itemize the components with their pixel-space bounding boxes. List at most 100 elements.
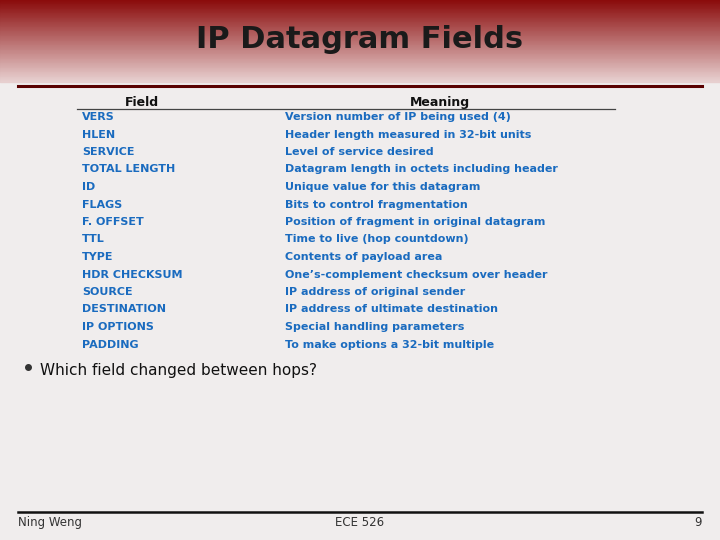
Bar [0, 46, 720, 48]
Bar [0, 19, 720, 21]
Bar [0, 31, 720, 32]
Bar [0, 50, 720, 52]
Text: Header length measured in 32-bit units: Header length measured in 32-bit units [285, 130, 531, 139]
Bar [0, 67, 720, 68]
Bar [0, 39, 720, 41]
Bar [0, 26, 720, 27]
Bar [0, 32, 720, 33]
Bar [0, 42, 720, 43]
Text: HDR CHECKSUM: HDR CHECKSUM [82, 269, 182, 280]
Text: IP OPTIONS: IP OPTIONS [82, 322, 154, 332]
Bar [0, 2, 720, 3]
Bar [0, 80, 720, 82]
Bar [0, 47, 720, 49]
Bar [0, 36, 720, 38]
Text: Version number of IP being used (4): Version number of IP being used (4) [285, 112, 511, 122]
Text: ID: ID [82, 182, 95, 192]
Bar [0, 9, 720, 10]
Text: Which field changed between hops?: Which field changed between hops? [40, 363, 317, 378]
Text: Unique value for this datagram: Unique value for this datagram [285, 182, 480, 192]
Bar [0, 80, 720, 81]
Text: TYPE: TYPE [82, 252, 114, 262]
Bar [0, 30, 720, 31]
Bar [0, 11, 720, 12]
Bar [0, 33, 720, 35]
Text: VERS: VERS [82, 112, 114, 122]
Bar [0, 14, 720, 16]
Bar [0, 78, 720, 79]
Bar [0, 34, 720, 35]
Bar [0, 62, 720, 63]
Text: Ning Weng: Ning Weng [18, 516, 82, 529]
Text: IP Datagram Fields: IP Datagram Fields [197, 25, 523, 55]
Bar [0, 24, 720, 25]
Text: IP address of ultimate destination: IP address of ultimate destination [285, 305, 498, 314]
Bar [0, 64, 720, 65]
Bar [0, 48, 720, 49]
Bar [0, 39, 720, 40]
Bar [0, 68, 720, 69]
Bar [0, 35, 720, 36]
Bar [0, 9, 720, 11]
Bar [0, 69, 720, 70]
Bar [0, 45, 720, 46]
Text: 9: 9 [695, 516, 702, 529]
Bar [0, 23, 720, 24]
Bar [0, 63, 720, 64]
Text: PADDING: PADDING [82, 340, 139, 349]
Bar [0, 72, 720, 73]
Bar [0, 51, 720, 52]
Bar [0, 12, 720, 14]
Bar [0, 76, 720, 77]
Bar [0, 31, 720, 33]
Bar [0, 37, 720, 38]
Bar [0, 16, 720, 17]
Bar [0, 28, 720, 29]
Text: F. OFFSET: F. OFFSET [82, 217, 144, 227]
Bar [0, 79, 720, 80]
Text: TOTAL LENGTH: TOTAL LENGTH [82, 165, 175, 174]
Bar [0, 26, 720, 28]
Bar [0, 1, 720, 2]
Bar [0, 17, 720, 18]
Bar [0, 55, 720, 56]
Bar [0, 59, 720, 60]
Text: FLAGS: FLAGS [82, 199, 122, 210]
Text: SOURCE: SOURCE [82, 287, 132, 297]
Text: IP address of original sender: IP address of original sender [285, 287, 465, 297]
Bar [0, 6, 720, 8]
Bar [0, 52, 720, 53]
Text: Time to live (hop countdown): Time to live (hop countdown) [285, 234, 469, 245]
Bar [0, 74, 720, 76]
Text: Meaning: Meaning [410, 96, 470, 109]
Bar [0, 56, 720, 57]
Bar [0, 64, 720, 65]
Text: Contents of payload area: Contents of payload area [285, 252, 442, 262]
Bar [0, 75, 720, 76]
Bar [0, 40, 720, 42]
Bar [0, 44, 720, 45]
Text: Field: Field [125, 96, 159, 109]
Text: Level of service desired: Level of service desired [285, 147, 433, 157]
Bar [0, 12, 720, 13]
Bar [0, 4, 720, 6]
Bar [0, 45, 720, 47]
Bar [0, 50, 720, 51]
Bar [0, 69, 720, 71]
Bar [0, 72, 720, 74]
Text: One’s-complement checksum over header: One’s-complement checksum over header [285, 269, 547, 280]
Bar [0, 43, 720, 44]
Bar [0, 1, 720, 3]
Bar [0, 28, 720, 30]
Bar [0, 71, 720, 72]
Bar [0, 7, 720, 8]
Bar [0, 57, 720, 58]
Bar [0, 36, 720, 37]
Bar [0, 10, 720, 11]
Bar [0, 60, 720, 62]
Text: To make options a 32-bit multiple: To make options a 32-bit multiple [285, 340, 494, 349]
Bar [0, 61, 720, 62]
Bar [0, 58, 720, 60]
Bar [0, 25, 720, 26]
Bar [0, 53, 720, 54]
